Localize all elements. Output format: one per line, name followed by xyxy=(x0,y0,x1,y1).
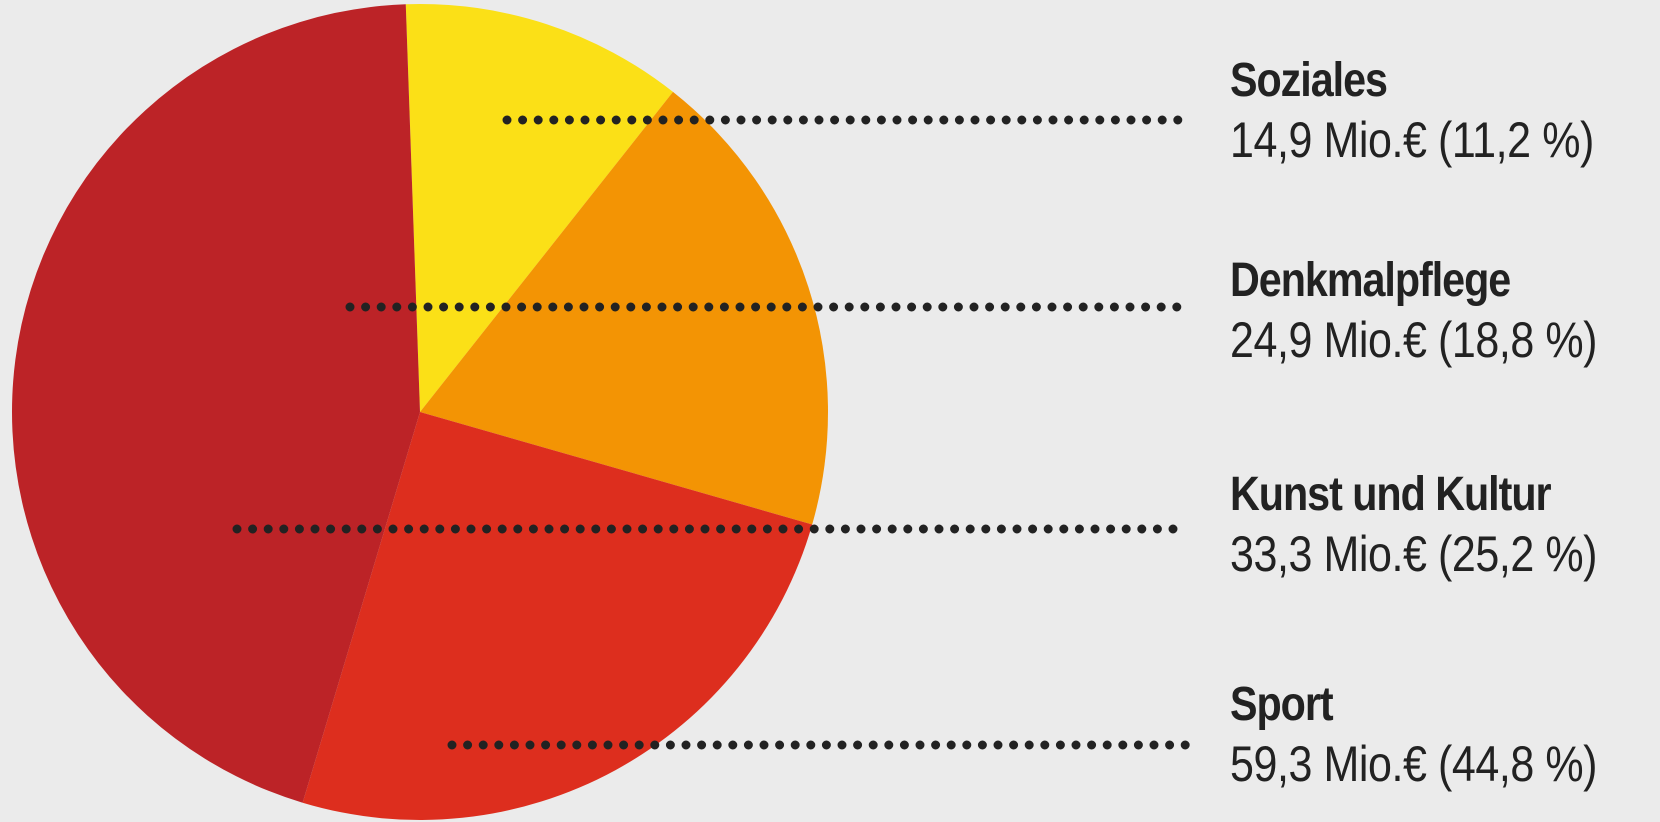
pie-slice-kunst-und-kultur xyxy=(302,412,813,820)
slice-label-denkmalpflege: Denkmalpflege xyxy=(1230,254,1511,307)
pie-slices xyxy=(11,4,828,820)
slice-label-soziales: Soziales xyxy=(1230,54,1388,107)
slice-label-kunst-und-kultur: Kunst und Kultur xyxy=(1230,468,1552,521)
legend-item-soziales: Soziales 14,9 Mio.€ (11,2 %) xyxy=(1230,54,1660,169)
slice-value-denkmalpflege: 24,9 Mio.€ (18,8 %) xyxy=(1230,312,1598,369)
slice-value-sport: 59,3 Mio.€ (44,8 %) xyxy=(1230,736,1598,793)
legend-item-sport: Sport 59,3 Mio.€ (44,8 %) xyxy=(1230,678,1660,793)
legend-item-denkmalpflege: Denkmalpflege 24,9 Mio.€ (18,8 %) xyxy=(1230,254,1660,369)
leader-lines xyxy=(232,115,1193,750)
slice-value-soziales: 14,9 Mio.€ (11,2 %) xyxy=(1230,112,1594,169)
slice-label-sport: Sport xyxy=(1230,678,1334,731)
legend-item-kunst-und-kultur: Kunst und Kultur 33,3 Mio.€ (25,2 %) xyxy=(1230,468,1660,583)
slice-value-kunst-und-kultur: 33,3 Mio.€ (25,2 %) xyxy=(1230,526,1598,583)
pie-slice-denkmalpflege xyxy=(420,91,828,525)
pie-slice-sport xyxy=(11,4,420,803)
